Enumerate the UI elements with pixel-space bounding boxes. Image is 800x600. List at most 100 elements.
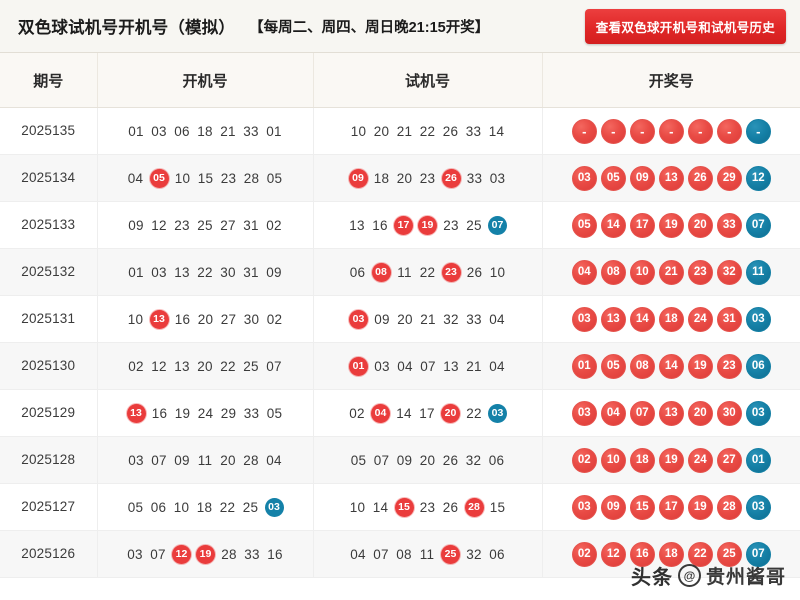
draw-ball-list: 05 14 17 19 20 33 07	[544, 212, 800, 238]
red-ball: 10	[600, 447, 626, 473]
test-number-highlighted: 20	[441, 403, 460, 423]
open-number: 13	[174, 264, 190, 280]
open-number-highlighted: 19	[196, 544, 215, 564]
open-number: 28	[243, 452, 259, 468]
open-number-list: 03 07 09 11 20 28 04	[99, 451, 312, 469]
red-ball: 05	[600, 353, 626, 379]
open-number: 18	[197, 123, 213, 139]
issue-number: 2025129	[21, 405, 76, 420]
open-number: 20	[197, 311, 214, 327]
red-ball: 02	[571, 447, 597, 473]
red-ball: 14	[600, 212, 626, 238]
test-number: 02	[349, 405, 365, 421]
open-number: 02	[266, 217, 282, 233]
open-number: 02	[266, 311, 283, 327]
table-row: 2025127 05 06 10 18 22 25 03 10 14 15 23 26 28 15 03 09 1…	[0, 483, 800, 531]
table-row: 2025134 04 05 10 15 23 28 05 09 18 20 23 26 33 03 03 05 0…	[0, 154, 800, 202]
test-number-highlighted: 23	[441, 262, 461, 282]
cell-open-numbers: 13 16 19 24 29 33 05	[97, 389, 314, 437]
test-number: 13	[349, 217, 365, 233]
test-number-highlighted: 09	[348, 168, 368, 188]
open-number: 10	[174, 170, 191, 186]
red-ball: 13	[658, 165, 684, 191]
open-number: 06	[150, 499, 167, 515]
test-number: 04	[489, 358, 505, 374]
cell-open-numbers: 03 07 09 11 20 28 04	[97, 436, 314, 484]
open-number: 05	[127, 499, 144, 515]
issue-number: 2025128	[21, 452, 76, 467]
table-row: 2025133 09 12 23 25 27 31 02 13 16 17 19 23 25 07 05 14 1…	[0, 201, 800, 249]
cell-test-numbers: 10 14 15 23 26 28 15	[313, 483, 543, 531]
test-number: 10	[350, 123, 367, 139]
open-number: 05	[266, 405, 283, 421]
issue-number: 2025126	[21, 546, 76, 561]
test-number-list: 04 07 08 11 25 32 06	[315, 544, 541, 564]
red-ball: 19	[658, 212, 684, 238]
cell-test-numbers: 09 18 20 23 26 33 03	[313, 154, 543, 202]
view-history-button[interactable]: 查看双色球开机号和试机号历史	[584, 8, 786, 44]
open-number-list: 04 05 10 15 23 28 05	[99, 168, 312, 188]
red-ball: 03	[571, 165, 597, 191]
issue-number: 2025130	[21, 358, 76, 373]
red-ball: 28	[716, 494, 742, 520]
open-number: 25	[242, 499, 259, 515]
page-title: 双色球试机号开机号（模拟）	[18, 19, 236, 37]
test-number: 04	[489, 311, 505, 327]
column-header-open: 开机号	[97, 53, 314, 108]
test-number: 26	[442, 123, 459, 139]
red-ball: 25	[716, 541, 742, 567]
test-number: 20	[396, 170, 413, 186]
cell-draw-numbers: 03 04 07 13 20 30 03	[542, 389, 800, 437]
open-number-highlighted: 13	[149, 309, 169, 329]
open-number: 11	[197, 452, 213, 468]
test-number-highlighted: 04	[371, 403, 390, 423]
test-number: 23	[419, 499, 436, 515]
issue-number: 2025132	[21, 264, 76, 279]
red-ball: -	[571, 118, 597, 144]
test-number-list: 10 20 21 22 26 33 14	[315, 122, 541, 140]
open-number: 09	[266, 264, 282, 280]
cell-draw-numbers: 01 05 08 14 19 23 06	[542, 342, 800, 390]
red-ball: 10	[629, 259, 655, 285]
test-number: 04	[397, 358, 413, 374]
red-ball: 03	[571, 306, 597, 332]
test-number: 23	[419, 170, 436, 186]
test-number: 11	[419, 546, 435, 562]
cell-test-numbers: 03 09 20 21 32 33 04	[313, 295, 543, 343]
open-number: 12	[151, 358, 167, 374]
red-ball: 22	[687, 541, 713, 567]
red-ball: 13	[658, 400, 684, 426]
test-number: 21	[396, 123, 413, 139]
red-ball: 09	[629, 165, 655, 191]
blue-ball: 07	[745, 541, 771, 567]
lottery-table: 期号 开机号 试机号 开奖号 2025135 01 03 06 18 21 33 01 10 20…	[0, 53, 800, 578]
test-number-list: 05 07 09 20 26 32 06	[315, 451, 541, 469]
test-number: 09	[396, 452, 413, 468]
cell-open-numbers: 10 13 16 20 27 30 02	[97, 295, 314, 343]
test-number: 20	[419, 452, 436, 468]
test-number-highlighted: 19	[418, 215, 437, 235]
red-ball: 33	[716, 212, 742, 238]
test-number-highlighted: 01	[349, 356, 368, 376]
open-number: 24	[197, 405, 214, 421]
test-number: 04	[350, 546, 366, 562]
open-number: 13	[174, 358, 190, 374]
blue-ball: -	[745, 118, 771, 144]
table-row: 2025131 10 13 16 20 27 30 02 03 09 20 21 32 33 04 03 13 1…	[0, 295, 800, 343]
cell-issue: 2025130	[0, 342, 98, 390]
open-number-list: 05 06 10 18 22 25 03	[99, 497, 312, 517]
open-number-highlighted: 05	[149, 168, 169, 188]
open-number: 21	[220, 123, 236, 139]
red-ball: 18	[658, 306, 684, 332]
open-number: 31	[243, 217, 259, 233]
table-row: 2025126 03 07 12 19 28 33 16 04 07 08 11 25 32 06 02 12 1…	[0, 530, 800, 578]
cell-issue: 2025135	[0, 107, 98, 155]
test-number-list: 06 08 11 22 23 26 10	[315, 262, 541, 282]
red-ball: 12	[600, 541, 626, 567]
open-number-list: 13 16 19 24 29 33 05	[99, 403, 312, 423]
open-number: 03	[151, 264, 167, 280]
cell-open-numbers: 05 06 10 18 22 25 03	[97, 483, 314, 531]
open-number: 31	[243, 264, 259, 280]
test-number: 14	[488, 123, 505, 139]
